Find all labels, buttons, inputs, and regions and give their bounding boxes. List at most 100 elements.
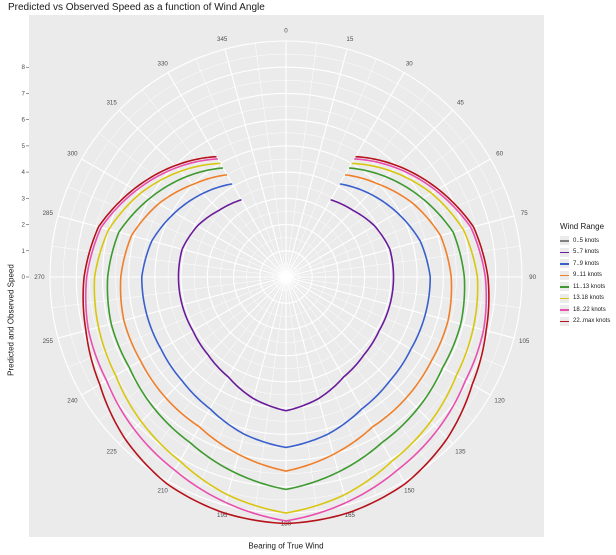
legend-item: 7..9 knots <box>560 258 610 270</box>
grid-spoke <box>285 276 515 339</box>
radial-tick-label: 6 <box>22 117 26 124</box>
grid-spoke <box>285 72 405 278</box>
legend-items: 0..5 knots 5..7 knots 7..9 knots 9..11 knot… <box>560 235 610 327</box>
legend-swatch <box>560 309 569 311</box>
radial-tick-label: 5 <box>22 143 26 150</box>
angle-tick-label: 135 <box>455 448 466 455</box>
legend-swatch <box>560 240 569 242</box>
angle-tick-label: 210 <box>158 488 169 495</box>
grid-spoke <box>142 89 287 278</box>
grid-spoke <box>285 276 318 512</box>
angle-tick-label: 30 <box>406 60 413 67</box>
angle-tick-label: 15 <box>346 36 353 43</box>
angle-tick-label: 240 <box>67 397 78 404</box>
angle-tick-label: 225 <box>106 448 117 455</box>
angle-tick-label: 60 <box>496 151 503 158</box>
legend-item: 13.18 knots <box>560 293 610 305</box>
series-line-13-18-knots <box>93 162 479 514</box>
grid-spoke <box>285 42 318 278</box>
grid-spoke <box>81 158 287 278</box>
grid-spoke <box>167 72 287 278</box>
radial-tick-label: 7 <box>22 90 26 97</box>
grid-spoke <box>195 58 287 278</box>
series-line-22-max-knots <box>82 155 490 525</box>
legend-key <box>560 259 569 269</box>
legend-key <box>560 247 569 257</box>
legend-key <box>560 305 569 315</box>
grid-spoke <box>98 133 287 278</box>
legend-item: 0..5 knots <box>560 235 610 247</box>
grid-spoke <box>285 276 430 465</box>
angle-tick-label: 315 <box>106 100 117 107</box>
series-line-9-11-knots <box>119 174 453 472</box>
angle-tick-label: 75 <box>521 210 528 217</box>
radial-tick-label: 0 <box>22 274 26 281</box>
grid-spoke <box>224 276 287 506</box>
angle-tick-label: 120 <box>494 397 505 404</box>
angle-tick-label: 45 <box>457 100 464 107</box>
legend-key <box>560 282 569 292</box>
legend-swatch <box>560 297 569 300</box>
grid-spoke <box>285 276 505 368</box>
legend-label: 0..5 knots <box>573 237 600 244</box>
angle-tick-label: 0 <box>284 27 288 34</box>
legend-label: 9..11 knots <box>573 272 602 279</box>
y-axis-label: Predicted and Observed Speed <box>6 264 16 376</box>
grid-spoke <box>285 276 348 506</box>
radial-tick-label: 3 <box>22 195 26 202</box>
radial-tick-label: 2 <box>22 222 26 229</box>
legend-label: 11..13 knots <box>573 283 606 290</box>
angle-tick-label: 90 <box>529 274 536 281</box>
angle-tick-label: 255 <box>43 338 54 345</box>
legend-label: 22..max knots <box>573 318 611 325</box>
legend-key <box>560 316 569 326</box>
grid-spoke <box>67 276 287 368</box>
tick-layer: 0153045607590105120135150165180195210225… <box>22 27 537 527</box>
grid-spoke <box>285 276 521 309</box>
grid-spoke <box>285 48 348 278</box>
grid-spoke <box>285 158 491 278</box>
legend-label: 7..9 knots <box>573 260 600 267</box>
grid-spoke <box>67 186 287 278</box>
radial-tick-label: 4 <box>22 169 26 176</box>
angle-tick-label: 330 <box>158 60 169 67</box>
series-line-11-13-knots <box>106 167 466 491</box>
series-layer <box>82 155 490 525</box>
legend-item: 5..7 knots <box>560 247 610 259</box>
legend-swatch <box>560 263 569 265</box>
angle-tick-label: 150 <box>404 488 415 495</box>
legend-key <box>560 236 569 246</box>
grid-spoke <box>254 42 287 278</box>
grid-spoke <box>285 276 474 421</box>
radial-tick-label: 1 <box>22 248 26 255</box>
legend-label: 18..22 knots <box>573 306 606 313</box>
legend-swatch <box>560 251 569 254</box>
legend-key <box>560 270 569 280</box>
legend-swatch <box>560 274 569 277</box>
legend-label: 13.18 knots <box>573 295 605 302</box>
legend-title: Wind Range <box>560 222 605 231</box>
grid-spoke <box>142 276 287 465</box>
grid-spoke <box>285 133 474 278</box>
angle-tick-label: 105 <box>519 338 530 345</box>
legend-item: 22..max knots <box>560 316 610 328</box>
legend-item: 18..22 knots <box>560 304 610 316</box>
angle-tick-label: 270 <box>34 274 45 281</box>
grid-spoke <box>51 245 287 278</box>
x-axis-label: Bearing of True Wind <box>248 541 324 551</box>
angle-tick-label: 195 <box>217 512 228 519</box>
series-line-7-9-knots <box>140 183 432 449</box>
grid-spoke <box>254 276 287 512</box>
angle-tick-label: 300 <box>67 151 78 158</box>
grid-spoke <box>285 186 505 278</box>
angle-tick-label: 165 <box>345 512 356 519</box>
series-line-18-22-knots <box>84 158 488 522</box>
grid-spoke <box>98 276 287 421</box>
grid-spoke <box>224 48 287 278</box>
angle-tick-label: 285 <box>43 210 54 217</box>
grid-spoke <box>285 58 377 278</box>
grid-spoke <box>285 89 430 278</box>
grid-spoke <box>167 276 287 482</box>
grid-spoke <box>51 276 287 309</box>
